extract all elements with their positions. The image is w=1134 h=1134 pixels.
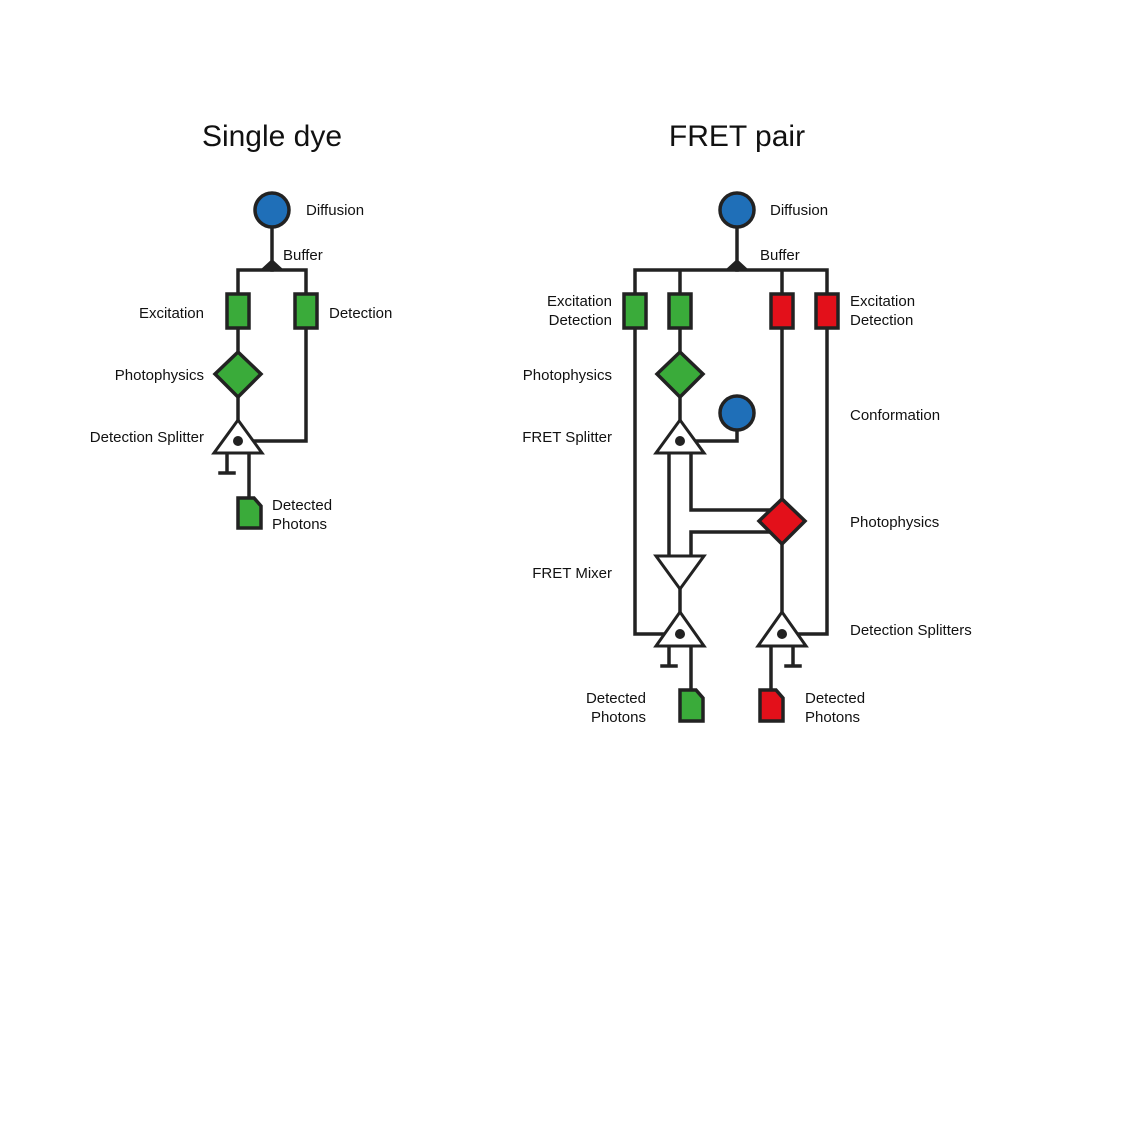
fret-right-detected-photons-node xyxy=(758,688,785,723)
single-label-detection: Detection xyxy=(329,305,392,322)
fret-wire-right-ground xyxy=(784,644,802,668)
fret-label-fret-splitter: FRET Splitter xyxy=(522,429,612,446)
single-splitter-dot xyxy=(233,436,243,446)
single-dye-diagram: Single dye Diffusion Buffer Excitation D… xyxy=(90,120,393,533)
fret-label-right-photons: Photons xyxy=(805,709,860,726)
fret-label-right-detected: Detected xyxy=(805,690,865,707)
fret-right-splitter-dot xyxy=(777,629,787,639)
single-buffer-node xyxy=(259,259,285,271)
single-label-detected: Detected xyxy=(272,497,332,514)
fret-wire-splitter-red-photophysics xyxy=(689,451,772,512)
fret-label-left-detection: Detection xyxy=(549,312,612,329)
fret-wire-conformation-splitter xyxy=(678,429,739,443)
single-wire-buffer-bus xyxy=(236,268,308,296)
single-label-detection-splitter: Detection Splitter xyxy=(90,429,204,446)
fret-left-splitter-dot xyxy=(675,629,685,639)
fret-label-fret-mixer: FRET Mixer xyxy=(532,565,612,582)
single-label-photons: Photons xyxy=(272,516,327,533)
fret-label-left-detected: Detected xyxy=(586,690,646,707)
fret-label-right-excitation: Excitation xyxy=(850,293,915,310)
single-label-photophysics: Photophysics xyxy=(115,367,204,384)
fret-label-photophysics-left: Photophysics xyxy=(523,367,612,384)
single-dye-title: Single dye xyxy=(202,120,342,153)
fret-conformation-node xyxy=(718,394,756,432)
single-label-diffusion: Diffusion xyxy=(306,202,364,219)
single-wire-ground xyxy=(218,451,236,475)
fret-splitter-dot xyxy=(675,436,685,446)
single-excitation-node xyxy=(225,292,251,330)
fret-left-detected-photons-node xyxy=(678,688,705,723)
single-detection-node xyxy=(293,292,319,330)
fret-wire-red-detection-splitter xyxy=(780,326,829,636)
fret-label-diffusion: Diffusion xyxy=(770,202,828,219)
fret-label-detection-splitters: Detection Splitters xyxy=(850,622,972,639)
fret-green-excitation-node xyxy=(667,292,693,330)
single-photophysics-node xyxy=(212,349,264,400)
fret-red-excitation-node xyxy=(769,292,795,330)
single-detected-photons-node xyxy=(236,496,263,530)
fret-green-excitation-detection-node xyxy=(622,292,648,330)
fret-green-photophysics-node xyxy=(654,349,706,400)
fret-label-right-detection: Detection xyxy=(850,312,913,329)
single-label-excitation: Excitation xyxy=(139,305,204,322)
fret-diffusion-node xyxy=(718,191,756,229)
fret-label-left-photons: Photons xyxy=(591,709,646,726)
single-label-buffer: Buffer xyxy=(283,247,323,264)
fret-red-excitation-detection-node xyxy=(814,292,840,330)
fret-mixer-node xyxy=(653,554,707,592)
fret-label-left-excitation: Excitation xyxy=(547,293,612,310)
single-wire-detection-splitter xyxy=(236,326,308,443)
fret-label-conformation: Conformation xyxy=(850,407,940,424)
fret-buffer-node xyxy=(724,259,750,271)
fret-label-photophysics-right: Photophysics xyxy=(850,514,939,531)
fret-label-buffer: Buffer xyxy=(760,247,800,264)
fret-pair-title: FRET pair xyxy=(669,120,805,153)
fret-wire-left-ground xyxy=(660,644,678,668)
single-diffusion-node xyxy=(253,191,291,229)
fret-red-photophysics-node xyxy=(756,496,808,547)
fret-wire-buffer-bus xyxy=(633,268,829,296)
fret-wire-red-photophysics-mixer xyxy=(689,530,772,558)
fret-pair-diagram: FRET pair xyxy=(522,120,971,726)
